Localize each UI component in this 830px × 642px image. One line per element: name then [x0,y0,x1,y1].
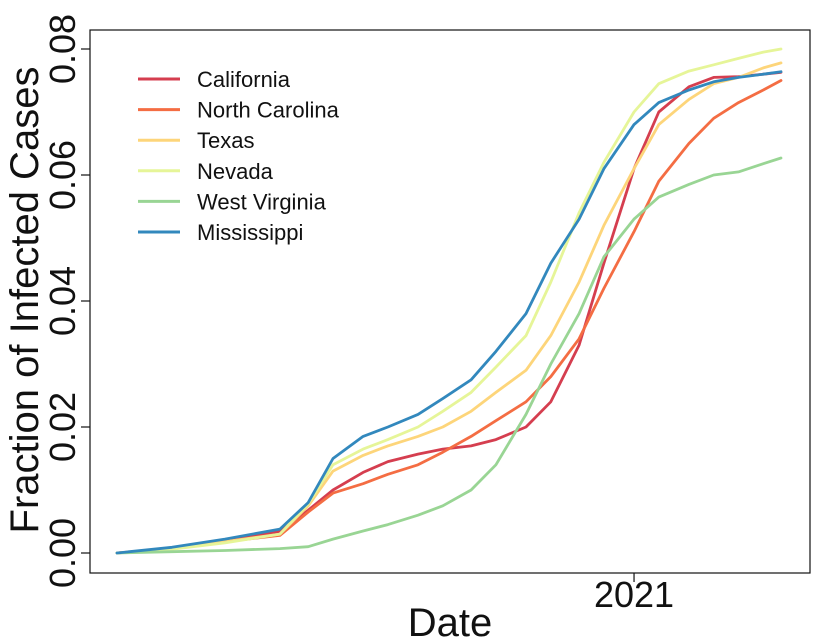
y-tick-label: 0.08 [42,14,83,84]
legend-label: North Carolina [197,98,340,123]
x-tick-label: 2021 [594,574,674,615]
series-line-west-virginia [115,156,783,555]
series-line-mississippi [115,70,783,555]
y-axis: 0.00 0.02 0.04 0.06 0.08 [42,14,90,588]
legend-label: Texas [197,128,254,153]
y-tick-label: 0.04 [42,266,83,336]
legend-label: Mississippi [197,220,303,245]
x-axis: 2021 [594,573,674,615]
y-tick-label: 0.06 [42,140,83,210]
y-tick-label: 0.02 [42,392,83,462]
series-line-north-carolina [115,79,783,555]
legend-label: Nevada [197,159,274,184]
legend: California North Carolina Texas Nevada West … [138,67,340,245]
series-line-california [115,70,783,555]
series-layer [115,47,783,555]
y-axis-title: Fraction of Infected Cases [3,67,47,534]
legend-label: California [197,67,291,92]
y-tick-label: 0.00 [42,518,83,588]
legend-label: West Virginia [197,189,327,214]
series-line-nevada [115,47,783,555]
x-axis-title: Date [408,601,493,642]
